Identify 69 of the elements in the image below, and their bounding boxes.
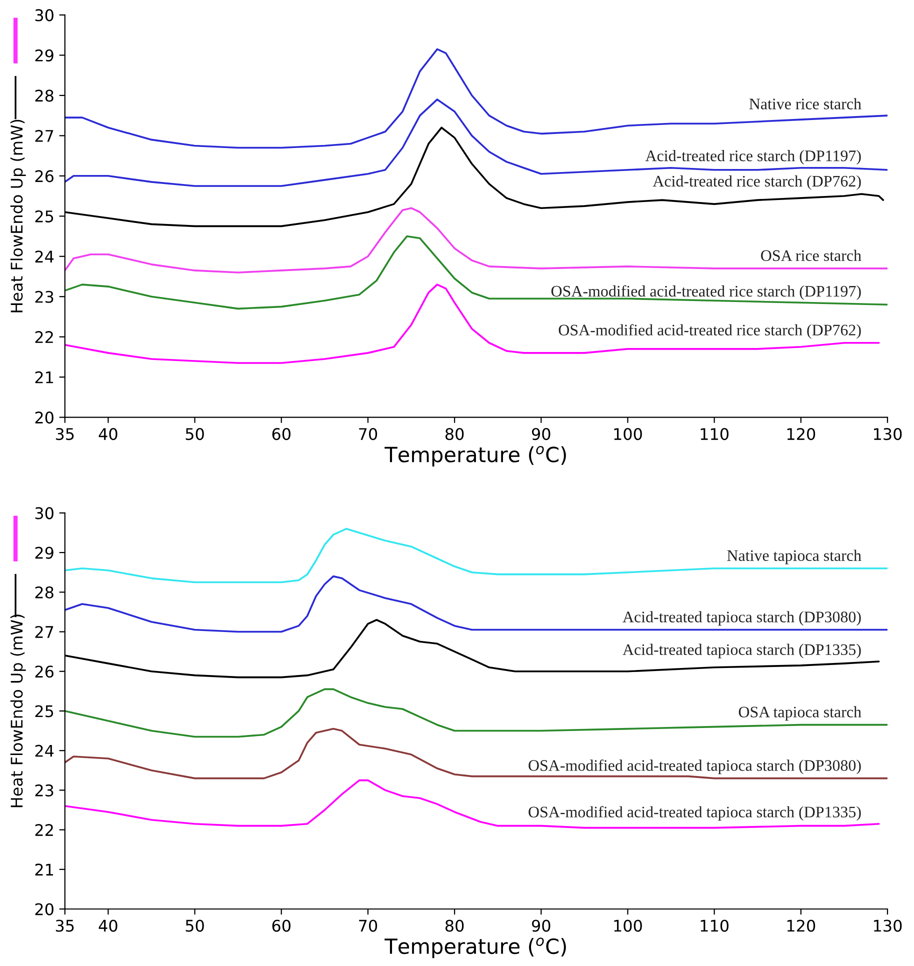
series-label: OSA-modified acid-treated rice starch (DP1197) [551, 285, 861, 300]
x-axis-title: Temperature ($^{o}$C) [384, 938, 566, 958]
line-series [64, 779, 880, 829]
y-tick-label: 21 [35, 371, 53, 384]
x-tick-label: 40 [98, 428, 118, 440]
x-axis-title: Temperature ($^{o}$C) [384, 446, 566, 466]
x-tick-label: 80 [445, 428, 464, 440]
y-axis-title: Heat FlowEndo Up (mW) [10, 614, 26, 808]
y-tick-label: 27 [35, 130, 54, 142]
x-tick-label: 50 [186, 428, 204, 440]
y-tick-label: 22 [35, 331, 53, 343]
x-tick-label: 40 [98, 920, 118, 932]
x-tick-label: 60 [272, 920, 290, 932]
line-series [64, 728, 888, 780]
y-tick-label: 23 [35, 290, 54, 303]
x-tick-label: 100 [614, 920, 642, 932]
series-label: OSA-modified acid-treated rice starch (DP762) [558, 324, 861, 339]
y-tick-label: 28 [35, 586, 54, 598]
y-tick-label: 29 [35, 546, 54, 559]
series-label: OSA-modified acid-treated tapioca starch (DP3080) [528, 759, 861, 774]
y-tick-label: 20 [35, 903, 54, 916]
y-tick-label: 21 [35, 864, 53, 876]
y-tick-label: 28 [35, 90, 54, 102]
x-tick-label: 70 [359, 920, 378, 932]
series-label: OSA-modified acid-treated tapioca starch (DP1335) [528, 806, 861, 821]
x-tick-label: 50 [186, 920, 204, 932]
x-tick-label: 35 [56, 428, 74, 440]
y-tick-label: 24 [35, 250, 54, 262]
series-label: Native rice starch [749, 98, 862, 110]
y-tick-label: 25 [35, 705, 54, 718]
y-tick-label: 25 [35, 210, 54, 222]
x-tick-label: 70 [359, 428, 378, 440]
series-label: OSA rice starch [761, 250, 862, 262]
line-series [64, 575, 888, 633]
line-series [64, 284, 880, 364]
y-tick-label: 30 [35, 507, 54, 520]
series-label: Acid-treated rice starch (DP1197) [645, 150, 861, 164]
series-label: Acid-treated tapioca starch (DP1335) [622, 644, 861, 658]
x-tick-label: 35 [56, 920, 74, 932]
y-tick-label: 26 [35, 666, 54, 678]
x-tick-label: 120 [787, 920, 816, 932]
y-tick-label: 23 [35, 784, 54, 796]
series-label: Acid-treated tapioca starch (DP3080) [622, 611, 861, 626]
y-tick-label: 29 [35, 49, 54, 62]
x-tick-label: 60 [272, 428, 290, 440]
y-tick-label: 24 [35, 744, 54, 757]
y-tick-label: 26 [35, 170, 54, 182]
y-tick-label: 20 [35, 412, 54, 424]
line-series [64, 688, 888, 738]
series-label: Acid-treated rice starch (DP762) [652, 175, 861, 190]
x-tick-label: 110 [700, 428, 728, 440]
x-tick-label: 130 [874, 428, 902, 440]
x-tick-label: 130 [874, 920, 902, 932]
x-tick-label: 80 [445, 920, 464, 932]
series-label: Native tapioca starch [727, 550, 862, 564]
line-series [64, 235, 888, 310]
x-tick-label: 90 [532, 428, 550, 440]
line-series [64, 528, 888, 584]
y-tick-label: 27 [35, 626, 54, 638]
y-tick-label: 22 [35, 824, 53, 836]
x-tick-label: 100 [614, 428, 642, 440]
y-tick-label: 30 [35, 9, 54, 22]
series-label: OSA tapioca starch [738, 706, 862, 721]
x-tick-label: 110 [700, 920, 728, 932]
x-tick-label: 90 [532, 920, 550, 932]
y-axis-title: Heat FlowEndo Up (mW) [10, 120, 26, 312]
line-series [64, 48, 888, 149]
x-tick-label: 120 [787, 428, 816, 440]
line-series [64, 207, 888, 274]
